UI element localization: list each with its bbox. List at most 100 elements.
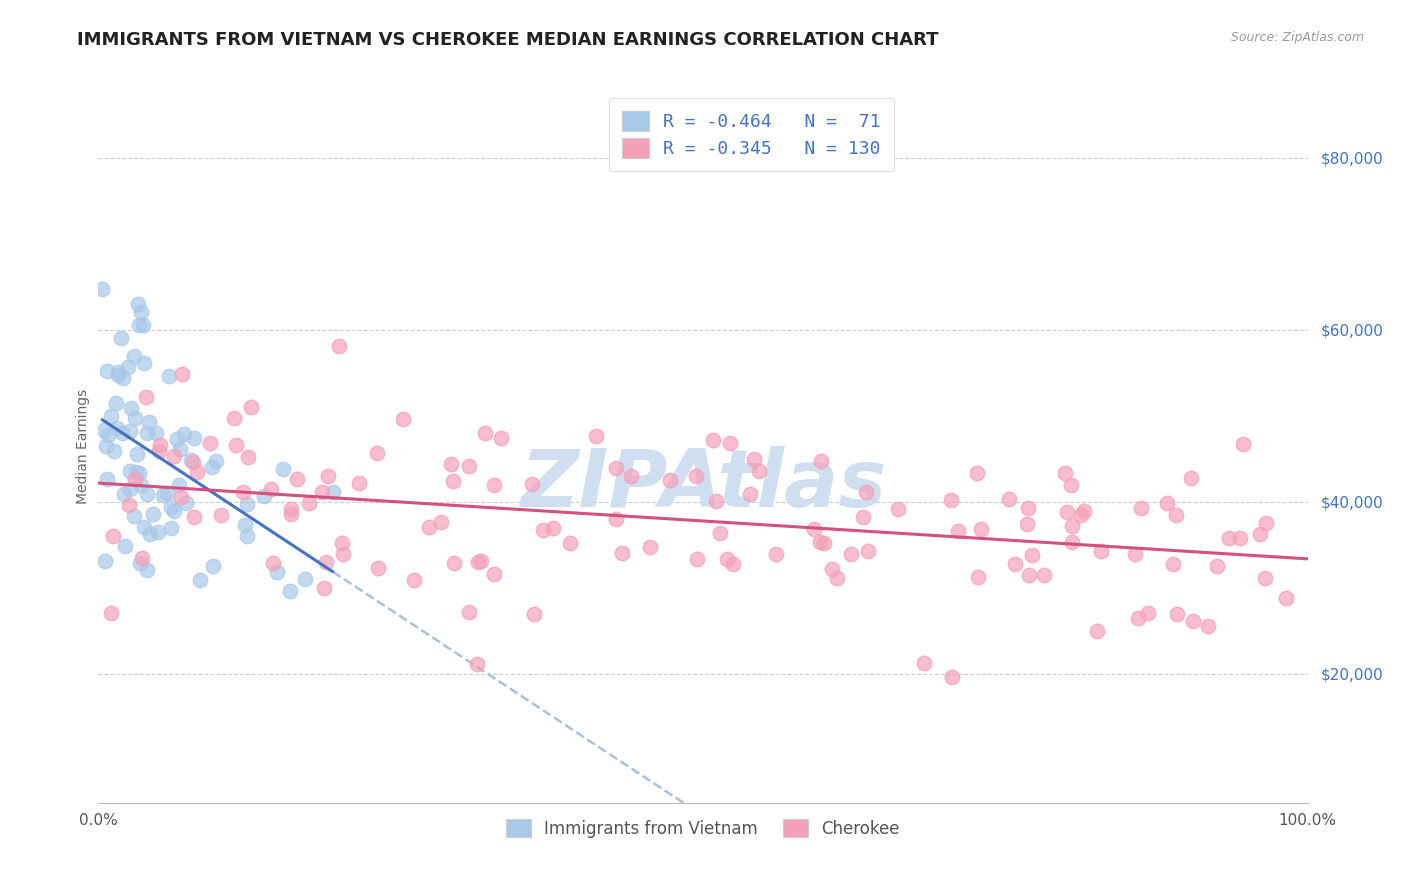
Point [443,556,465,570]
Point [520,477,543,491]
Point [610,546,633,560]
Point [1053,466,1076,480]
Point [96,439,118,453]
Point [1130,501,1153,516]
Point [163,449,186,463]
Point [127,297,149,311]
Point [180,453,202,467]
Point [118,464,141,478]
Point [172,367,194,381]
Point [145,425,167,440]
Point [1161,557,1184,571]
Point [233,517,256,532]
Point [489,432,512,446]
Point [94,554,117,568]
Point [124,472,146,486]
Point [482,566,505,581]
Point [658,473,681,487]
Point [156,486,179,500]
Point [163,504,186,518]
Point [948,524,970,538]
Point [122,508,145,523]
Text: IMMIGRANTS FROM VIETNAM VS CHEROKEE MEDIAN EARNINGS CORRELATION CHART: IMMIGRANTS FROM VIETNAM VS CHEROKEE MEDI… [77,31,939,49]
Point [1181,614,1204,628]
Point [114,539,136,553]
Point [236,450,259,464]
Point [96,364,118,378]
Point [118,424,141,438]
Point [124,411,146,425]
Point [101,529,124,543]
Point [294,572,316,586]
Point [322,485,344,500]
Point [236,529,259,543]
Point [239,400,262,414]
Point [704,494,727,508]
Point [810,454,832,468]
Point [966,570,988,584]
Point [169,490,191,504]
Point [315,555,337,569]
Point [107,365,129,379]
Point [186,465,208,479]
Point [120,401,142,415]
Point [112,487,135,501]
Point [135,563,157,577]
Point [167,477,190,491]
Point [1166,607,1188,622]
Point [1056,505,1078,519]
Point [209,508,232,522]
Point [160,500,183,515]
Point [825,571,848,585]
Point [1275,591,1298,605]
Point [146,524,169,539]
Point [605,460,627,475]
Point [941,670,963,684]
Point [1017,501,1039,516]
Point [605,512,627,526]
Y-axis label: Median Earnings: Median Earnings [76,388,90,504]
Point [174,496,197,510]
Point [1254,516,1277,531]
Point [1136,606,1159,620]
Point [97,427,120,442]
Point [205,454,228,468]
Point [347,476,370,491]
Point [808,534,831,549]
Point [742,452,765,467]
Point [110,331,132,345]
Point [118,498,141,512]
Point [225,437,247,451]
Point [311,484,333,499]
Point [839,547,862,561]
Point [1085,624,1108,638]
Point [440,457,463,471]
Point [1206,558,1229,573]
Point [157,369,180,384]
Point [152,487,174,501]
Point [1004,557,1026,571]
Point [1017,516,1039,531]
Point [124,466,146,480]
Point [531,524,554,538]
Point [139,527,162,541]
Point [1090,544,1112,558]
Point [128,467,150,481]
Point [96,472,118,486]
Point [135,486,157,500]
Point [103,443,125,458]
Point [1180,471,1202,485]
Point [132,318,155,332]
Point [886,502,908,516]
Point [392,411,415,425]
Point [1232,437,1254,451]
Point [124,349,146,363]
Point [183,431,205,445]
Point [522,607,544,621]
Point [685,469,707,483]
Point [465,657,488,671]
Point [125,446,148,460]
Point [470,554,492,568]
Point [181,455,204,469]
Point [458,605,481,619]
